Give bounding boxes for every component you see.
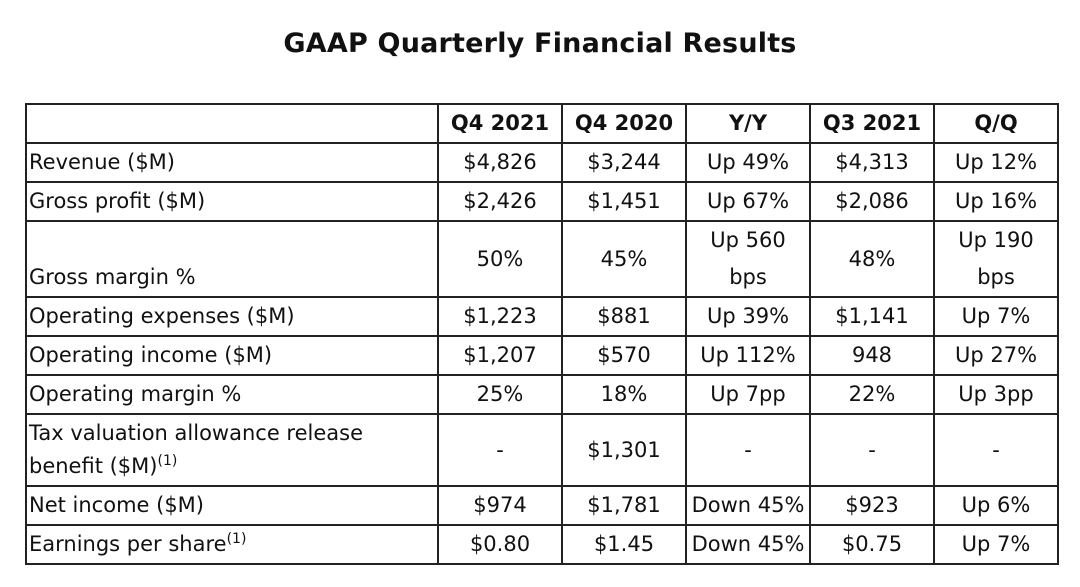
table-cell: Up 7%	[933, 296, 1059, 337]
page-title: GAAP Quarterly Financial Results	[283, 28, 797, 59]
table-cell: -	[933, 413, 1059, 487]
row-label: Operating income ($M)	[25, 335, 439, 376]
table-cell: $1,141	[809, 296, 935, 337]
table-cell: 48%	[809, 220, 935, 298]
table-row: Gross margin % 50% 45% Up 560 bps 48% Up…	[25, 220, 1059, 298]
table-cell: Up 12%	[933, 142, 1059, 183]
table-row: Operating margin % 25% 18% Up 7pp 22% Up…	[25, 374, 1059, 415]
table-cell: Up 39%	[685, 296, 811, 337]
table-row: Revenue ($M) $4,826 $3,244 Up 49% $4,313…	[25, 142, 1059, 183]
table-row: Earnings per share(1) $0.80 $1.45 Down 4…	[25, 524, 1059, 565]
table-cell: $1,451	[561, 181, 687, 222]
header-row: Q4 2021 Q4 2020 Y/Y Q3 2021 Q/Q	[25, 103, 1059, 144]
header-qq: Q/Q	[933, 103, 1059, 144]
header-yy: Y/Y	[685, 103, 811, 144]
row-label: Earnings per share(1)	[25, 524, 439, 565]
table-cell: Up 7pp	[685, 374, 811, 415]
footnote-marker: (1)	[157, 453, 178, 469]
header-q4-2020: Q4 2020	[561, 103, 687, 144]
header-empty	[25, 103, 439, 144]
table-cell: $570	[561, 335, 687, 376]
table-cell: 50%	[437, 220, 563, 298]
table-cell: $0.75	[809, 524, 935, 565]
table-cell: Up 7%	[933, 524, 1059, 565]
table-cell: Down 45%	[685, 524, 811, 565]
row-label: Tax valuation allowance release benefit …	[25, 413, 439, 487]
table-cell: -	[685, 413, 811, 487]
table-cell: 45%	[561, 220, 687, 298]
table-cell: Up 27%	[933, 335, 1059, 376]
table-cell: $2,426	[437, 181, 563, 222]
row-label: Gross margin %	[25, 220, 439, 298]
table-cell: Up 112%	[685, 335, 811, 376]
table-cell: $1,301	[561, 413, 687, 487]
table-cell: Down 45%	[685, 485, 811, 526]
table-cell: $1,781	[561, 485, 687, 526]
table-cell: $974	[437, 485, 563, 526]
footnote-marker: (1)	[226, 531, 247, 547]
row-label: Net income ($M)	[25, 485, 439, 526]
table-cell: Up 6%	[933, 485, 1059, 526]
row-label-text: benefit ($M)	[29, 454, 158, 478]
table-cell: Up 16%	[933, 181, 1059, 222]
table-cell: -	[809, 413, 935, 487]
table-cell: $4,313	[809, 142, 935, 183]
financial-results-table: Q4 2021 Q4 2020 Y/Y Q3 2021 Q/Q Revenue …	[25, 103, 1059, 565]
table-cell: $1.45	[561, 524, 687, 565]
table-row: Net income ($M) $974 $1,781 Down 45% $92…	[25, 485, 1059, 526]
table-cell: 18%	[561, 374, 687, 415]
table-cell: $1,223	[437, 296, 563, 337]
table-cell: Up 3pp	[933, 374, 1059, 415]
table-cell: $3,244	[561, 142, 687, 183]
row-label: Operating expenses ($M)	[25, 296, 439, 337]
header-q3-2021: Q3 2021	[809, 103, 935, 144]
table-row: Tax valuation allowance release benefit …	[25, 413, 1059, 487]
row-label-line: Tax valuation allowance release	[29, 421, 363, 445]
header-q4-2021: Q4 2021	[437, 103, 563, 144]
table-cell: $4,826	[437, 142, 563, 183]
row-label: Operating margin %	[25, 374, 439, 415]
table-row: Operating expenses ($M) $1,223 $881 Up 3…	[25, 296, 1059, 337]
table-cell: 25%	[437, 374, 563, 415]
row-label: Revenue ($M)	[25, 142, 439, 183]
table-cell: $923	[809, 485, 935, 526]
table-cell: -	[437, 413, 563, 487]
table-cell: $0.80	[437, 524, 563, 565]
table-cell: $881	[561, 296, 687, 337]
table-cell: Up 49%	[685, 142, 811, 183]
row-label-line: benefit ($M)(1)	[29, 450, 435, 483]
table-row: Operating income ($M) $1,207 $570 Up 112…	[25, 335, 1059, 376]
cell-line: Up 190	[958, 228, 1034, 252]
table-cell: Up 560 bps	[685, 220, 811, 298]
table-cell: 22%	[809, 374, 935, 415]
table-cell: $2,086	[809, 181, 935, 222]
table-cell: $1,207	[437, 335, 563, 376]
cell-line: bps	[977, 265, 1015, 289]
table-row: Gross profit ($M) $2,426 $1,451 Up 67% $…	[25, 181, 1059, 222]
table-cell: Up 190 bps	[933, 220, 1059, 298]
cell-line: Up 560	[710, 228, 786, 252]
cell-line: bps	[729, 265, 767, 289]
row-label-text: Earnings per share	[29, 532, 227, 556]
row-label: Gross profit ($M)	[25, 181, 439, 222]
table-cell: Up 67%	[685, 181, 811, 222]
table-cell: 948	[809, 335, 935, 376]
